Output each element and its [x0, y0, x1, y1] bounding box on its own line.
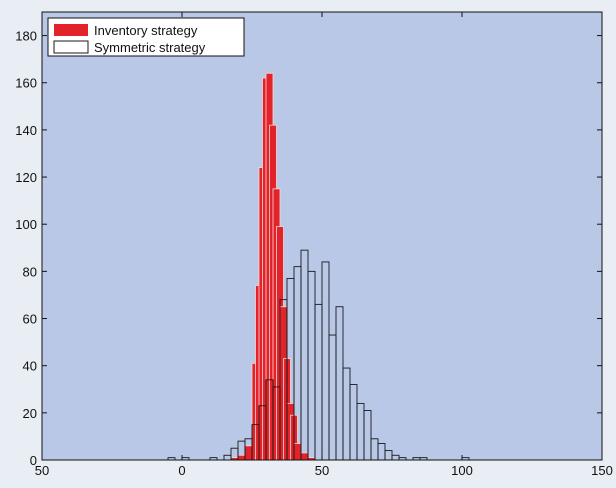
y-tick-label: 120 [15, 170, 37, 185]
x-tick-label: 0 [178, 463, 185, 478]
inventory-bar [293, 443, 302, 461]
y-tick-label: 100 [15, 217, 37, 232]
x-axis: 50 0 50 100 150 [35, 12, 613, 478]
y-tick-label: 80 [23, 264, 37, 279]
x-tick-label: 50 [35, 463, 49, 478]
y-tick-label: 20 [23, 406, 37, 421]
x-tick-label: 150 [591, 463, 613, 478]
legend-label-inventory: Inventory strategy [94, 23, 198, 38]
y-tick-label: 140 [15, 123, 37, 138]
inventory-bar [300, 452, 309, 461]
legend-label-symmetric: Symmetric strategy [94, 40, 206, 55]
legend: Inventory strategy Symmetric strategy [47, 17, 245, 57]
x-tick-label: 50 [315, 463, 329, 478]
legend-swatch-symmetric [53, 40, 89, 54]
y-tick-label: 40 [23, 359, 37, 374]
legend-swatch-inventory [54, 24, 88, 36]
x-tick-label: 100 [451, 463, 473, 478]
y-tick-label: 0 [30, 453, 37, 468]
y-axis: 0 20 40 60 80 100 120 140 160 180 [15, 29, 602, 468]
inventory-bar [244, 445, 253, 461]
y-tick-label: 60 [23, 312, 37, 327]
inventory-bar [237, 454, 246, 461]
y-tick-label: 180 [15, 29, 37, 44]
y-tick-label: 160 [15, 76, 37, 91]
